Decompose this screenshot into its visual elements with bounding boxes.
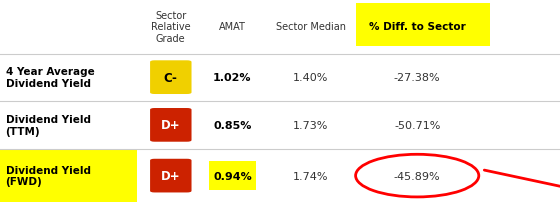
FancyBboxPatch shape — [150, 61, 192, 95]
FancyBboxPatch shape — [356, 4, 490, 46]
Text: AMAT: AMAT — [219, 22, 246, 32]
Text: Sector Median: Sector Median — [276, 22, 346, 32]
FancyBboxPatch shape — [150, 159, 192, 193]
Text: D+: D+ — [161, 119, 181, 132]
Text: 1.74%: 1.74% — [293, 171, 329, 181]
Text: 1.73%: 1.73% — [293, 120, 329, 130]
FancyBboxPatch shape — [150, 108, 192, 142]
Text: 4 Year Average
Dividend Yield: 4 Year Average Dividend Yield — [6, 67, 94, 88]
Text: D+: D+ — [161, 169, 181, 182]
Text: 0.94%: 0.94% — [213, 171, 252, 181]
Text: -45.89%: -45.89% — [394, 171, 441, 181]
Text: 1.40%: 1.40% — [293, 73, 329, 83]
Text: % Diff. to Sector: % Diff. to Sector — [369, 22, 465, 32]
Text: Dividend Yield
(TTM): Dividend Yield (TTM) — [6, 115, 91, 136]
Text: Sector
Relative
Grade: Sector Relative Grade — [151, 11, 190, 44]
Text: 1.02%: 1.02% — [213, 73, 251, 83]
Text: Dividend Yield
(FWD): Dividend Yield (FWD) — [6, 165, 91, 186]
FancyBboxPatch shape — [208, 162, 256, 190]
FancyBboxPatch shape — [0, 149, 137, 202]
Text: -50.71%: -50.71% — [394, 120, 440, 130]
Text: -27.38%: -27.38% — [394, 73, 441, 83]
Text: C-: C- — [164, 71, 178, 84]
Text: 0.85%: 0.85% — [213, 120, 251, 130]
